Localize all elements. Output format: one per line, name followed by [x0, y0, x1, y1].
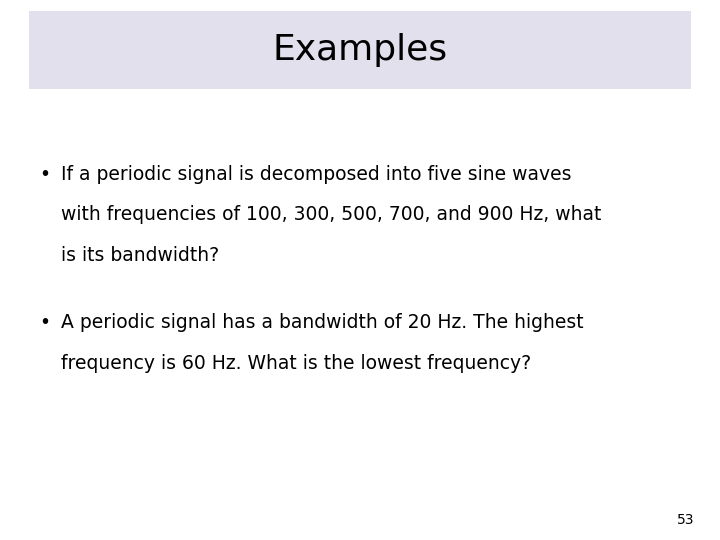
Text: If a periodic signal is decomposed into five sine waves: If a periodic signal is decomposed into …: [61, 165, 572, 184]
Text: •: •: [40, 313, 50, 332]
Bar: [29, 11, 691, 89]
Text: with frequencies of 100, 300, 500, 700, and 900 Hz, what: with frequencies of 100, 300, 500, 700, …: [61, 205, 602, 224]
Text: A periodic signal has a bandwidth of 20 Hz. The highest: A periodic signal has a bandwidth of 20 …: [61, 313, 584, 332]
Text: is its bandwidth?: is its bandwidth?: [61, 246, 220, 265]
Text: Examples: Examples: [272, 33, 448, 66]
Text: frequency is 60 Hz. What is the lowest frequency?: frequency is 60 Hz. What is the lowest f…: [61, 354, 531, 373]
Text: 53: 53: [678, 512, 695, 526]
Text: •: •: [40, 165, 50, 184]
